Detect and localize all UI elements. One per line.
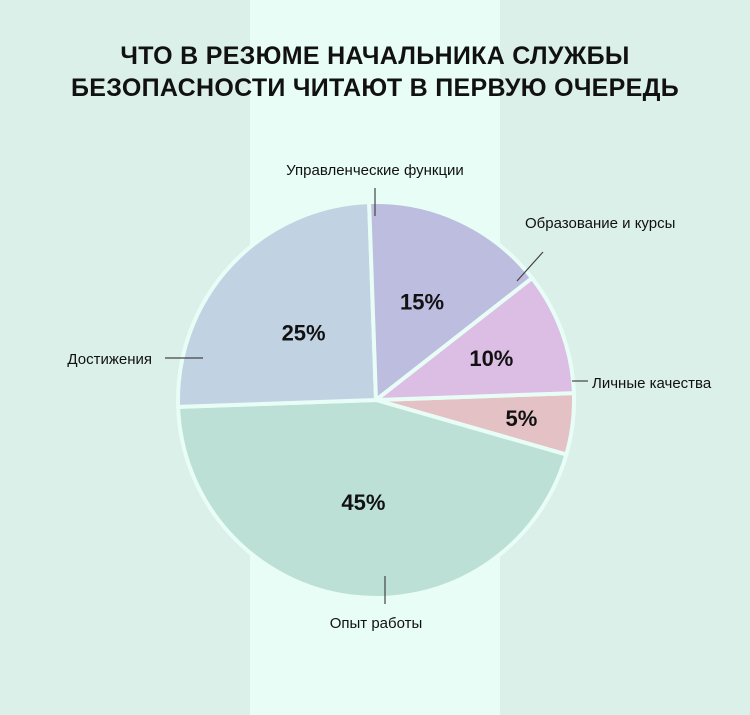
slice-leader-line [516, 251, 544, 282]
pie-labels: 5% Личные качества 45% Опыт работы 25% Достиж… [67, 162, 711, 632]
pie-slices [176, 200, 576, 600]
slice-value-label: 25% [282, 320, 326, 345]
slice-value-label: 5% [506, 406, 538, 431]
slice-value-label: 15% [400, 289, 444, 314]
chart-title: ЧТО В РЕЗЮМЕ НАЧАЛЬНИКА СЛУЖБЫ БЕЗОПАСНО… [0, 40, 750, 104]
pie-slice-2 [176, 398, 569, 600]
slice-category-label: Личные качества [592, 375, 712, 392]
slice-category-label: Управленческие функции [286, 162, 464, 179]
slice-category-label: Опыт работы [330, 615, 423, 632]
chart-title-line-2: БЕЗОПАСНОСТИ ЧИТАЮТ В ПЕРВУЮ ОЧЕРЕДЬ [71, 74, 679, 102]
slice-value-label: 45% [341, 490, 385, 515]
slice-value-label: 10% [469, 346, 513, 371]
pie-slice-5 [374, 276, 576, 402]
pie-slice-3 [176, 200, 378, 409]
chart-title-line-1: ЧТО В РЕЗЮМЕ НАЧАЛЬНИКА СЛУЖБЫ [120, 42, 630, 70]
slice-category-label: Образование и курсы [525, 215, 675, 232]
pie-slice-4 [367, 200, 535, 402]
slice-category-label: Достижения [67, 351, 152, 368]
